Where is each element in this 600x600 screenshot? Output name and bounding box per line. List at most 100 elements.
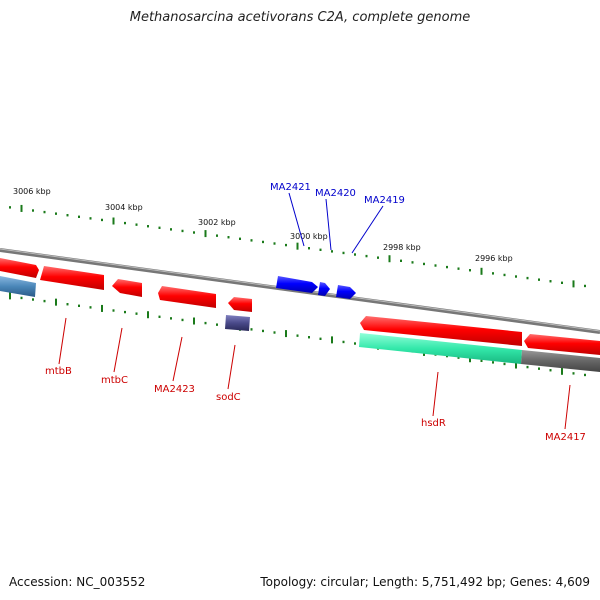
tick-minor bbox=[365, 254, 368, 258]
gene-arrow-blue[interactable] bbox=[336, 285, 356, 299]
tick-minor bbox=[135, 312, 138, 315]
tick-minor bbox=[250, 239, 253, 242]
tick-minor bbox=[262, 329, 264, 333]
tick-major bbox=[469, 355, 471, 363]
leader-line bbox=[432, 371, 439, 417]
tick-minor bbox=[32, 298, 34, 301]
gene-arrow[interactable] bbox=[0, 258, 39, 278]
tick-label: 2998 kbp bbox=[383, 243, 421, 252]
leader-line bbox=[564, 384, 571, 430]
tick-minor bbox=[526, 365, 529, 369]
tick-major bbox=[561, 367, 563, 375]
tick-minor bbox=[101, 218, 103, 222]
tick-minor bbox=[446, 265, 448, 269]
tick-minor bbox=[285, 243, 287, 247]
leader-line bbox=[227, 344, 236, 390]
map-title: Methanosarcina acetivorans C2A, complete… bbox=[129, 10, 471, 25]
tick-major bbox=[331, 336, 333, 344]
tick-minor bbox=[434, 264, 437, 267]
accession-text: Accession: NC_003552 bbox=[9, 575, 146, 589]
tick-minor bbox=[32, 209, 34, 212]
gene-label-sodC[interactable]: sodC bbox=[216, 392, 241, 403]
tick-minor bbox=[331, 250, 333, 253]
gene-arrow[interactable] bbox=[158, 286, 216, 308]
tick-minor bbox=[457, 267, 460, 270]
leader-line bbox=[288, 192, 305, 247]
gene-arrow[interactable] bbox=[40, 266, 104, 290]
tick-label: 3000 kbp bbox=[290, 232, 328, 241]
tick-minor bbox=[66, 214, 69, 217]
gene-block-steelblue[interactable] bbox=[0, 276, 36, 297]
gene-block-teal[interactable] bbox=[359, 333, 522, 364]
gene-label-MA2417[interactable]: MA2417 bbox=[545, 432, 586, 443]
tick-minor bbox=[239, 237, 241, 240]
tick-major bbox=[112, 217, 115, 225]
leader-line bbox=[113, 327, 123, 373]
gene-arrow[interactable] bbox=[228, 297, 252, 312]
tick-minor bbox=[55, 212, 57, 215]
tick-major bbox=[204, 230, 207, 238]
tick-minor bbox=[457, 356, 460, 359]
tick-minor bbox=[158, 226, 161, 229]
gene-label-mtbC[interactable]: mtbC bbox=[101, 375, 128, 386]
tick-minor bbox=[273, 331, 276, 334]
tick-minor bbox=[480, 359, 483, 363]
tick-label: 3004 kbp bbox=[105, 203, 143, 212]
tick-minor bbox=[89, 306, 92, 309]
tick-minor bbox=[78, 304, 80, 307]
tick-minor bbox=[319, 337, 322, 341]
tick-label: 3006 kbp bbox=[13, 187, 51, 196]
tick-minor bbox=[538, 367, 540, 370]
tick-minor bbox=[354, 342, 356, 345]
gene-block-purple[interactable] bbox=[225, 315, 250, 331]
tick-minor bbox=[503, 273, 506, 277]
tick-minor bbox=[354, 253, 356, 256]
gene-label-mtbB[interactable]: mtbB bbox=[45, 366, 72, 377]
tick-major bbox=[9, 292, 11, 300]
gene-arrow-blue[interactable] bbox=[276, 276, 318, 293]
tick-minor bbox=[296, 334, 299, 337]
tick-label: 3002 kbp bbox=[198, 218, 236, 227]
tick-major bbox=[296, 242, 299, 250]
gene-arrow[interactable] bbox=[524, 334, 600, 355]
gene-label-MA2419[interactable]: MA2419 bbox=[364, 195, 405, 206]
tick-major bbox=[515, 361, 517, 369]
tick-major bbox=[388, 255, 391, 263]
tick-minor bbox=[170, 228, 172, 231]
gene-arrow[interactable] bbox=[360, 316, 522, 346]
tick-minor bbox=[89, 217, 92, 220]
tick-minor bbox=[526, 276, 529, 280]
gene-label-hsdR[interactable]: hsdR bbox=[421, 418, 446, 429]
tick-minor bbox=[147, 225, 149, 228]
tick-minor bbox=[216, 323, 218, 326]
tick-minor bbox=[538, 278, 540, 281]
tick-minor bbox=[319, 248, 322, 252]
tick-minor bbox=[423, 262, 425, 266]
tick-minor bbox=[250, 328, 253, 331]
gene-arrow-blue[interactable] bbox=[318, 282, 330, 296]
tick-minor bbox=[572, 372, 575, 375]
tick-minor bbox=[216, 234, 218, 237]
gene-label-MA2420[interactable]: MA2420 bbox=[315, 188, 356, 199]
tick-major bbox=[147, 311, 149, 319]
tick-minor bbox=[20, 296, 23, 300]
tick-minor bbox=[515, 275, 517, 278]
tick-label: 2996 kbp bbox=[475, 254, 513, 263]
tick-major bbox=[20, 204, 23, 212]
tick-major bbox=[193, 317, 195, 325]
leader-line bbox=[351, 205, 384, 254]
tick-minor bbox=[262, 240, 264, 244]
tick-minor bbox=[204, 321, 207, 325]
tick-major bbox=[480, 267, 483, 275]
tick-minor bbox=[112, 309, 115, 312]
gene-label-MA2421[interactable]: MA2421 bbox=[270, 182, 311, 193]
tick-major bbox=[55, 298, 57, 306]
tick-minor bbox=[584, 373, 586, 377]
gene-arrow[interactable] bbox=[112, 279, 142, 297]
gene-block-gray[interactable] bbox=[521, 350, 600, 372]
leader-line bbox=[172, 336, 183, 382]
tick-minor bbox=[584, 284, 586, 288]
gene-label-MA2423[interactable]: MA2423 bbox=[154, 384, 195, 395]
tick-minor bbox=[43, 210, 46, 214]
